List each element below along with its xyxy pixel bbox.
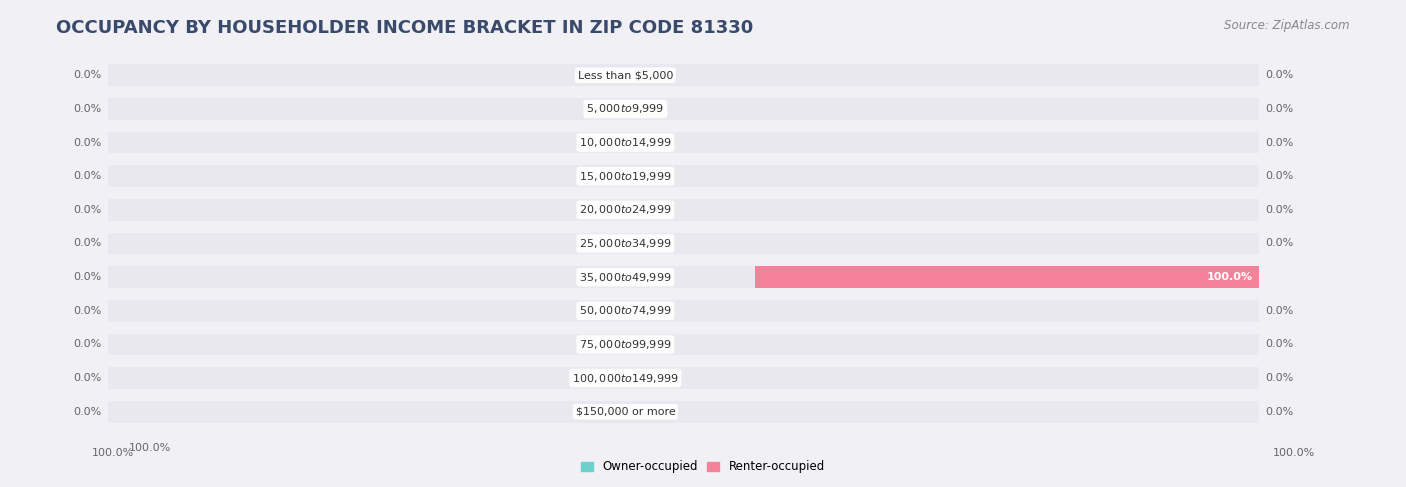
Text: $5,000 to $9,999: $5,000 to $9,999: [586, 102, 665, 115]
Bar: [108, 334, 1260, 356]
Text: 0.0%: 0.0%: [73, 171, 101, 181]
Bar: [108, 401, 1260, 423]
Text: Source: ZipAtlas.com: Source: ZipAtlas.com: [1225, 19, 1350, 33]
Text: $50,000 to $74,999: $50,000 to $74,999: [579, 304, 672, 318]
Text: 0.0%: 0.0%: [1265, 70, 1294, 80]
Text: 0.0%: 0.0%: [1265, 104, 1294, 114]
Text: 100.0%: 100.0%: [1272, 448, 1315, 458]
Text: 0.0%: 0.0%: [1265, 137, 1294, 148]
Text: 0.0%: 0.0%: [1265, 306, 1294, 316]
Text: 0.0%: 0.0%: [73, 339, 101, 350]
Text: 0.0%: 0.0%: [1265, 239, 1294, 248]
Bar: [108, 131, 1260, 153]
Text: $35,000 to $49,999: $35,000 to $49,999: [579, 271, 672, 283]
Text: 0.0%: 0.0%: [73, 137, 101, 148]
Text: 100.0%: 100.0%: [1206, 272, 1253, 282]
Text: Less than $5,000: Less than $5,000: [578, 70, 673, 80]
Text: $150,000 or more: $150,000 or more: [575, 407, 675, 417]
Text: 0.0%: 0.0%: [1265, 339, 1294, 350]
Text: 0.0%: 0.0%: [73, 70, 101, 80]
Text: 0.0%: 0.0%: [1265, 205, 1294, 215]
Bar: [108, 64, 1260, 86]
Text: 100.0%: 100.0%: [91, 448, 134, 458]
Bar: [108, 233, 1260, 254]
Bar: [108, 98, 1260, 120]
Text: 100.0%: 100.0%: [129, 443, 172, 453]
Text: 0.0%: 0.0%: [1265, 407, 1294, 417]
Text: 0.0%: 0.0%: [73, 205, 101, 215]
Text: $15,000 to $19,999: $15,000 to $19,999: [579, 169, 672, 183]
Bar: [108, 266, 1260, 288]
Text: 0.0%: 0.0%: [73, 272, 101, 282]
Bar: [755, 266, 1260, 288]
Text: 0.0%: 0.0%: [73, 239, 101, 248]
Text: OCCUPANCY BY HOUSEHOLDER INCOME BRACKET IN ZIP CODE 81330: OCCUPANCY BY HOUSEHOLDER INCOME BRACKET …: [56, 19, 754, 37]
Legend: Owner-occupied, Renter-occupied: Owner-occupied, Renter-occupied: [576, 456, 830, 478]
Text: 0.0%: 0.0%: [1265, 171, 1294, 181]
Bar: [108, 367, 1260, 389]
Bar: [108, 199, 1260, 221]
Text: 0.0%: 0.0%: [73, 373, 101, 383]
Text: $25,000 to $34,999: $25,000 to $34,999: [579, 237, 672, 250]
Bar: [108, 300, 1260, 322]
Bar: [108, 165, 1260, 187]
Text: $10,000 to $14,999: $10,000 to $14,999: [579, 136, 672, 149]
Text: $75,000 to $99,999: $75,000 to $99,999: [579, 338, 672, 351]
Text: $20,000 to $24,999: $20,000 to $24,999: [579, 204, 672, 216]
Text: 0.0%: 0.0%: [73, 306, 101, 316]
Text: 0.0%: 0.0%: [1265, 373, 1294, 383]
Text: 0.0%: 0.0%: [73, 104, 101, 114]
Text: $100,000 to $149,999: $100,000 to $149,999: [572, 372, 679, 385]
Text: 0.0%: 0.0%: [73, 407, 101, 417]
